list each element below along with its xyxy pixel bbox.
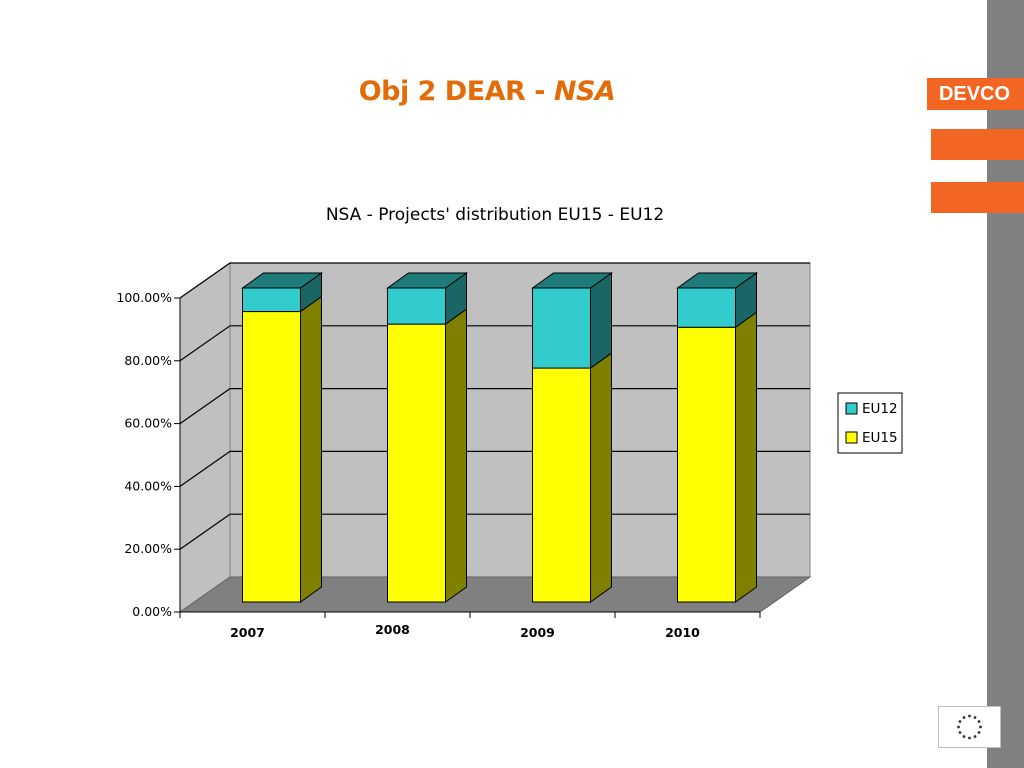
eu-star bbox=[962, 716, 966, 719]
y-tick-label: 100.00% bbox=[116, 290, 172, 305]
gridline bbox=[179, 262, 810, 299]
bar-side-eu12 bbox=[590, 272, 612, 370]
slide-title: Obj 2 DEAR - NSA bbox=[0, 76, 974, 107]
x-tick-label: 2007 bbox=[230, 625, 265, 640]
bar-eu15-2007 bbox=[242, 311, 301, 603]
y-tick-label: 60.00% bbox=[124, 416, 172, 431]
eu-logo bbox=[938, 706, 1001, 748]
chart-gridlines bbox=[179, 262, 810, 550]
legend-swatch-eu12 bbox=[845, 402, 858, 415]
bar-side-eu15 bbox=[445, 308, 467, 603]
eu-star bbox=[977, 731, 981, 734]
chart-axes: 0.00% 20.00% 40.00% 60.00% 80.00% 100.00% 2007… bbox=[116, 290, 761, 640]
eu-star bbox=[968, 736, 971, 740]
x-tick-label: 2010 bbox=[665, 625, 700, 640]
eu-star bbox=[977, 720, 981, 723]
bar-eu12-2008 bbox=[387, 287, 446, 325]
x-tick-label: 2008 bbox=[375, 622, 410, 637]
legend-swatch-eu15 bbox=[845, 431, 858, 444]
eu-star bbox=[979, 725, 982, 729]
eu-star bbox=[973, 735, 977, 738]
brand-tab: DEVCO bbox=[927, 78, 1024, 110]
bar-eu12-2007 bbox=[242, 287, 301, 313]
bar-eu12-2010 bbox=[677, 287, 736, 328]
eu-stars-icon bbox=[957, 714, 982, 740]
bar-top-eu12 bbox=[240, 272, 324, 289]
bar-eu15-2009 bbox=[532, 367, 591, 603]
legend-label-eu12: EU12 bbox=[862, 401, 898, 417]
x-tick-label: 2009 bbox=[520, 625, 555, 640]
eu-star bbox=[957, 725, 960, 729]
side-wall bbox=[179, 262, 231, 613]
y-tick-label: 80.00% bbox=[124, 353, 172, 368]
slide-title-main: Obj 2 DEAR - bbox=[358, 76, 554, 107]
slide-title-italic: NSA bbox=[553, 76, 616, 107]
bar-top-eu12 bbox=[530, 272, 614, 289]
bar-eu15-2008 bbox=[387, 323, 446, 603]
legend-label-eu15: EU15 bbox=[862, 430, 898, 446]
eu-star bbox=[958, 731, 962, 734]
eu-star bbox=[962, 735, 966, 738]
bar-side-eu15 bbox=[300, 295, 322, 603]
bar-side-eu15 bbox=[590, 352, 612, 603]
side-bar bbox=[987, 0, 1024, 768]
gridline bbox=[179, 513, 810, 550]
gridline bbox=[179, 388, 810, 425]
chart-bars bbox=[240, 272, 759, 603]
gridline bbox=[179, 450, 810, 487]
eu-star bbox=[958, 720, 962, 723]
eu-star bbox=[973, 716, 977, 719]
y-tick-label: 40.00% bbox=[124, 478, 172, 493]
bar-eu15-2010 bbox=[677, 326, 736, 603]
bar-top-eu12 bbox=[385, 272, 469, 289]
gridline bbox=[179, 325, 810, 362]
chart-walls bbox=[178, 262, 812, 613]
accent-block bbox=[931, 182, 1024, 213]
eu-star bbox=[968, 714, 971, 718]
accent-block bbox=[931, 129, 1024, 160]
bar-side-eu15 bbox=[735, 311, 757, 603]
chart-legend: EU12 EU15 bbox=[837, 392, 903, 454]
bar-top-eu12 bbox=[675, 272, 759, 289]
bar-eu12-2009 bbox=[532, 287, 591, 369]
y-tick-label: 0.00% bbox=[132, 604, 172, 619]
y-tick-label: 20.00% bbox=[124, 541, 172, 556]
chart-title: NSA - Projects' distribution EU15 - EU12 bbox=[326, 205, 664, 225]
